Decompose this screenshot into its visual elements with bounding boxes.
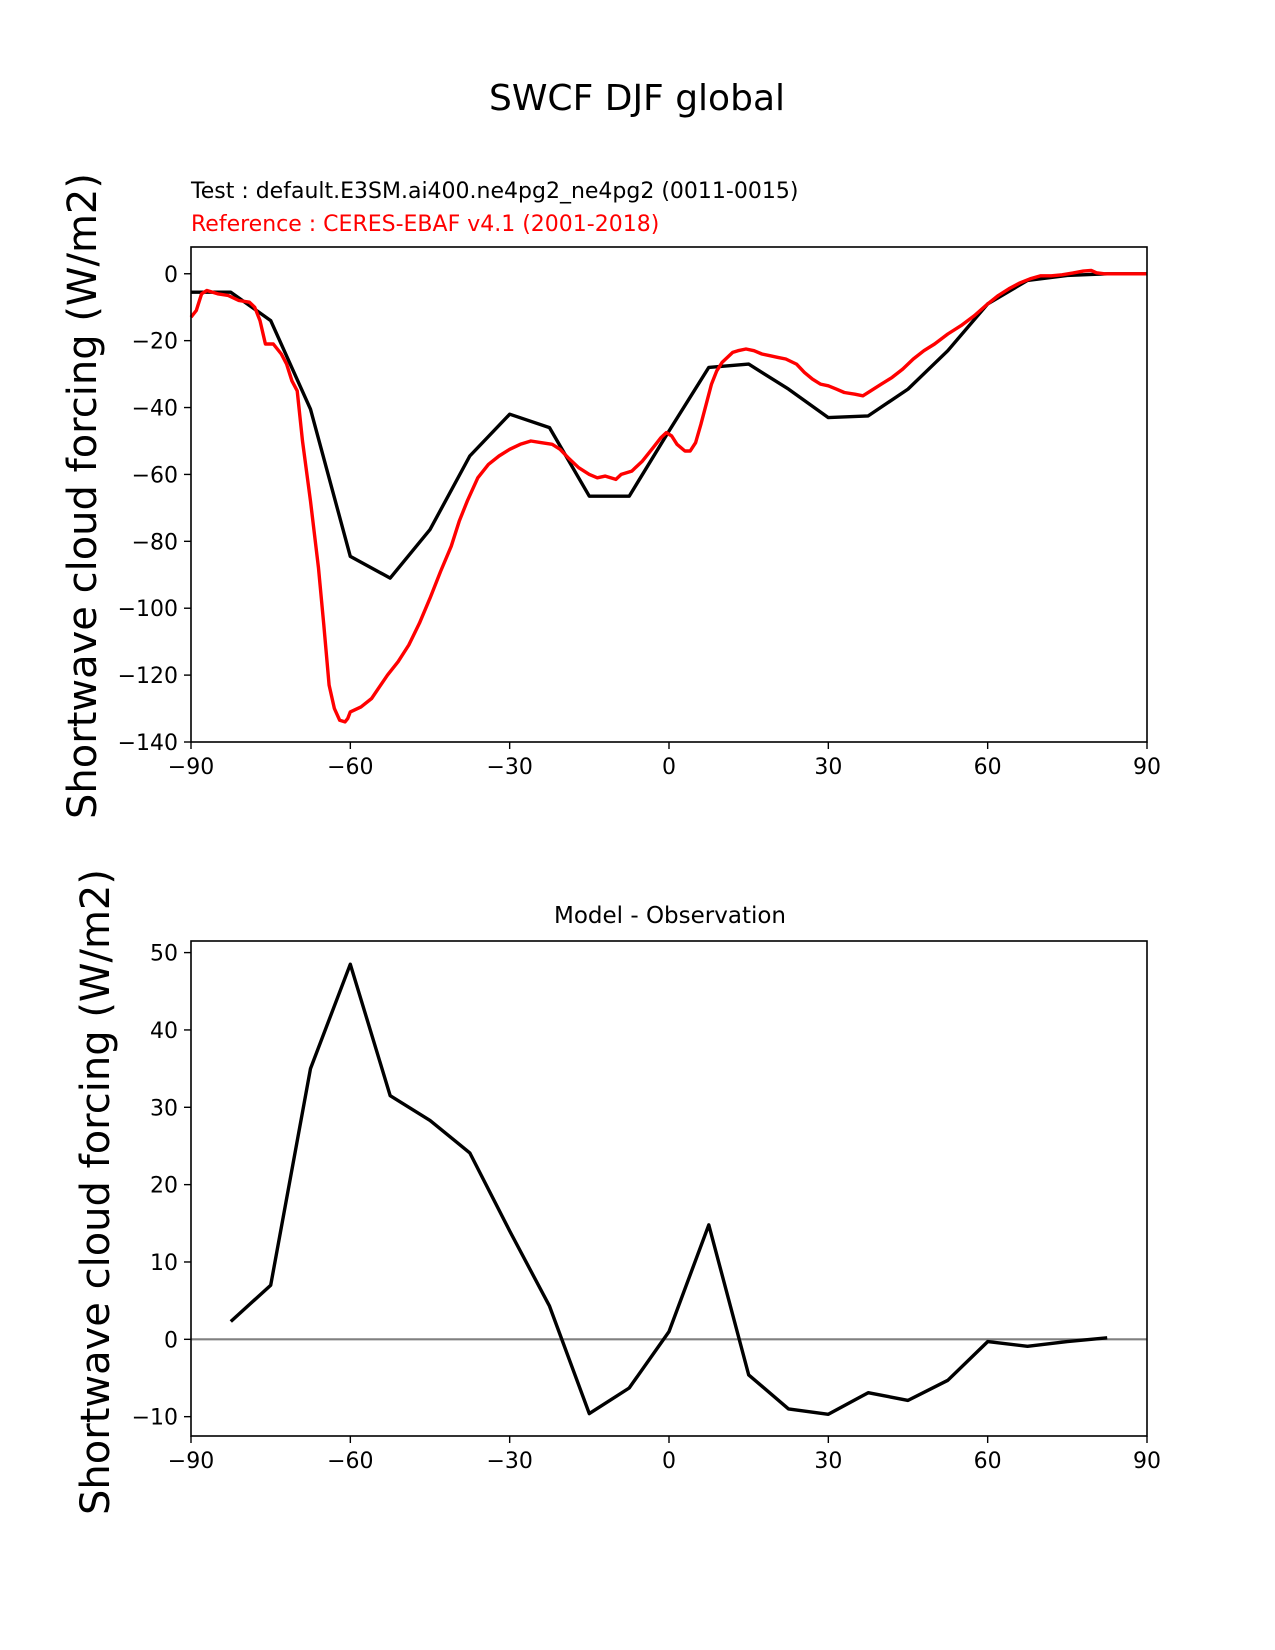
y-tick-label: −100 xyxy=(118,597,178,622)
bottom-plot-area: −90 −60 −30 0 30 60 90 50 40 30 20 10 0 −10 xyxy=(132,940,1161,1474)
test-label: Test : default.E3SM.ai400.ne4pg2_ne4pg2 … xyxy=(190,179,798,204)
figure-title: SWCF DJF global xyxy=(489,78,785,119)
x-tick-label: 60 xyxy=(974,755,1002,780)
x-tick-label: −90 xyxy=(168,1449,214,1474)
x-tick-label: −60 xyxy=(327,755,373,780)
x-tick-label: −60 xyxy=(327,1449,373,1474)
top-plot-area: −90 −60 −30 0 30 60 90 0 −20 −40 −60 −80 −100 −120 −14… xyxy=(118,246,1161,780)
x-tick-label: 90 xyxy=(1133,1449,1161,1474)
x-tick-label: 0 xyxy=(662,1449,676,1474)
bottom-y-axis-label: Shortwave cloud forcing (W/m2) xyxy=(73,869,119,1515)
y-tick-label: −120 xyxy=(118,664,178,689)
y-tick-label: 10 xyxy=(150,1251,178,1276)
y-tick-label: 50 xyxy=(150,942,178,967)
y-tick-label: −10 xyxy=(132,1406,178,1431)
y-tick-label: 0 xyxy=(164,263,178,288)
x-tick-label: −30 xyxy=(486,755,532,780)
plot-frame xyxy=(190,940,1148,1437)
y-tick-label: −60 xyxy=(132,463,178,488)
x-tick-label: −90 xyxy=(168,755,214,780)
x-tick-label: −30 xyxy=(486,1449,532,1474)
y-tick-label: −20 xyxy=(132,330,178,355)
y-tick-label: 20 xyxy=(150,1174,178,1199)
top-panel: Test : default.E3SM.ai400.ne4pg2_ne4pg2 … xyxy=(60,173,1161,819)
x-tick-label: 30 xyxy=(814,755,842,780)
series-line-1-0 xyxy=(229,962,1108,1416)
y-tick-label: 40 xyxy=(150,1019,178,1044)
bottom-chart-title: Model - Observation xyxy=(554,903,786,929)
x-tick-label: 60 xyxy=(974,1449,1002,1474)
x-tick-label: 0 xyxy=(662,755,676,780)
y-tick-label: −40 xyxy=(132,397,178,422)
y-tick-label: −80 xyxy=(132,530,178,555)
x-tick-label: 30 xyxy=(814,1449,842,1474)
y-tick-label: −140 xyxy=(118,731,178,756)
y-tick-label: 0 xyxy=(164,1328,178,1353)
series-line-0-1 xyxy=(189,268,1147,724)
series-line-0-0 xyxy=(191,272,1147,580)
y-tick-label: 30 xyxy=(150,1096,178,1121)
reference-label: Reference : CERES-EBAF v4.1 (2001-2018) xyxy=(191,212,659,237)
x-tick-label: 90 xyxy=(1133,755,1161,780)
bottom-panel: Model - Observation Shortwave cloud forc… xyxy=(73,869,1161,1515)
top-y-axis-label: Shortwave cloud forcing (W/m2) xyxy=(60,173,106,819)
